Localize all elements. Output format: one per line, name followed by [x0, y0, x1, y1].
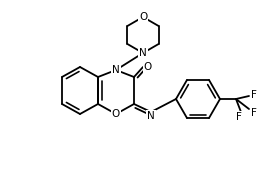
- Text: F: F: [251, 90, 257, 100]
- Text: F: F: [251, 108, 257, 118]
- Text: N: N: [147, 111, 155, 121]
- Text: N: N: [139, 48, 147, 58]
- Text: N: N: [112, 65, 120, 75]
- Text: O: O: [139, 12, 147, 22]
- Text: O: O: [144, 62, 152, 72]
- Text: F: F: [236, 112, 242, 122]
- Text: O: O: [112, 109, 120, 119]
